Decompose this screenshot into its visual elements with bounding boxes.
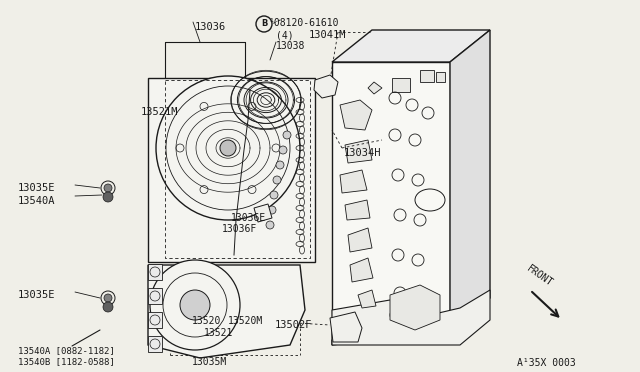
Polygon shape	[340, 170, 367, 193]
Circle shape	[283, 131, 291, 139]
Polygon shape	[340, 100, 372, 130]
Polygon shape	[148, 78, 315, 262]
Text: FRONT: FRONT	[525, 263, 555, 288]
Circle shape	[268, 206, 276, 214]
Polygon shape	[314, 75, 338, 98]
Circle shape	[156, 76, 300, 220]
Polygon shape	[148, 265, 305, 358]
Text: 13521: 13521	[204, 328, 234, 338]
Text: 13035M: 13035M	[192, 357, 227, 367]
Polygon shape	[392, 78, 410, 92]
Text: B: B	[261, 19, 267, 29]
Polygon shape	[254, 204, 272, 222]
Circle shape	[103, 192, 113, 202]
Text: 13520: 13520	[192, 316, 221, 326]
Circle shape	[266, 221, 274, 229]
Text: 13540A [0882-1182]: 13540A [0882-1182]	[18, 346, 115, 355]
Circle shape	[270, 191, 278, 199]
Polygon shape	[350, 258, 373, 282]
Circle shape	[180, 290, 210, 320]
Text: 13036E: 13036E	[231, 213, 266, 223]
Polygon shape	[345, 200, 370, 220]
Text: 13520M: 13520M	[228, 316, 263, 326]
Text: 13502F: 13502F	[275, 320, 312, 330]
Circle shape	[104, 294, 112, 302]
Polygon shape	[368, 82, 382, 94]
Polygon shape	[332, 62, 450, 340]
Polygon shape	[148, 288, 162, 304]
Text: 13540A: 13540A	[18, 196, 56, 206]
Polygon shape	[436, 72, 445, 82]
Circle shape	[150, 260, 240, 350]
Text: 13041M: 13041M	[309, 30, 346, 40]
Text: 13038: 13038	[276, 41, 305, 51]
Polygon shape	[348, 228, 372, 252]
Polygon shape	[148, 312, 162, 328]
Text: 13036F: 13036F	[222, 224, 257, 234]
Circle shape	[103, 302, 113, 312]
Polygon shape	[358, 290, 376, 308]
Polygon shape	[390, 285, 440, 330]
Polygon shape	[332, 330, 450, 345]
Circle shape	[220, 140, 236, 156]
Polygon shape	[332, 30, 490, 62]
Text: 13034H: 13034H	[344, 148, 381, 158]
Circle shape	[273, 176, 281, 184]
Polygon shape	[345, 140, 372, 163]
Circle shape	[104, 184, 112, 192]
Text: 13035E: 13035E	[18, 290, 56, 300]
Circle shape	[276, 161, 284, 169]
Text: (4): (4)	[276, 30, 294, 40]
Polygon shape	[450, 30, 490, 330]
Circle shape	[279, 146, 287, 154]
Text: 13035E: 13035E	[18, 183, 56, 193]
Polygon shape	[420, 70, 434, 82]
Text: ¹08120-61610: ¹08120-61610	[268, 18, 339, 28]
Text: 13036: 13036	[195, 22, 227, 32]
Text: A¹35X 0003: A¹35X 0003	[517, 358, 576, 368]
Text: 13540B [1182-0588]: 13540B [1182-0588]	[18, 357, 115, 366]
Polygon shape	[148, 264, 162, 280]
Polygon shape	[332, 290, 490, 345]
Text: 13521M: 13521M	[141, 107, 179, 117]
Polygon shape	[148, 336, 162, 352]
Polygon shape	[330, 312, 362, 342]
